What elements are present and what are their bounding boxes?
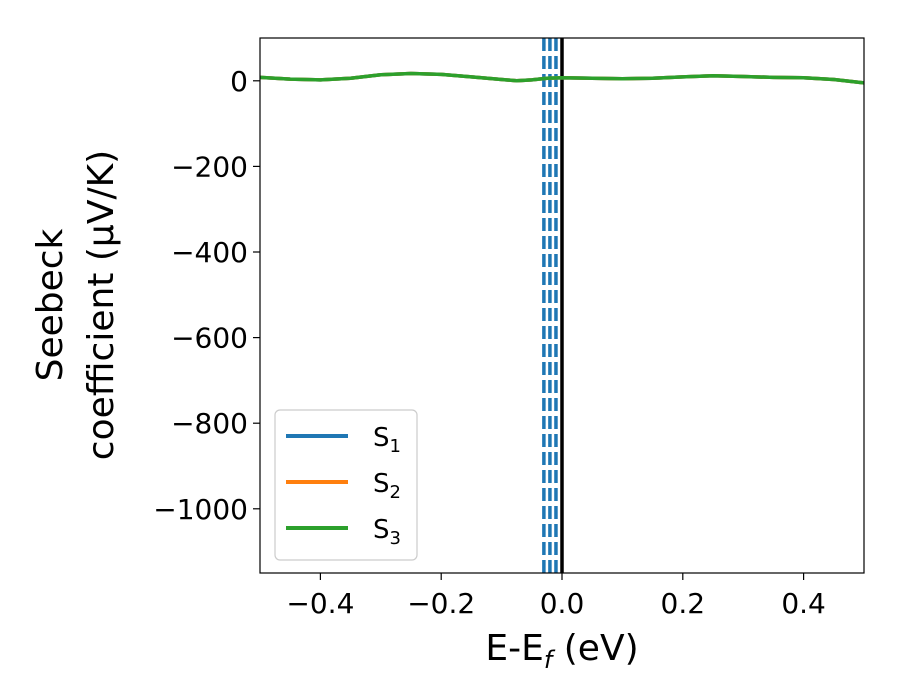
y-tick-label: −200 [171, 150, 248, 183]
legend-frame [274, 409, 418, 561]
y-axis-label-line2: coefficient (μV/K) [81, 150, 122, 460]
y-tick-label: −400 [171, 236, 248, 269]
legend-label-s3: S3 [373, 515, 401, 549]
legend-label-s2: S2 [373, 469, 401, 503]
x-axis-ticks: −0.4 −0.2 0.0 0.2 0.4 [286, 573, 826, 620]
legend: S1 S2 S3 [274, 409, 418, 561]
series-line-s3 [260, 71, 864, 85]
x-axis-label: E-Ef (eV) [485, 628, 638, 674]
y-tick-label: −600 [171, 322, 248, 355]
y-tick-label: 0 [230, 65, 248, 98]
y-axis-label-line1: Seebeck [30, 228, 71, 381]
y-axis-ticks: 0 −200 −400 −600 −800 −1000 [153, 65, 260, 526]
x-tick-label: 0.0 [540, 587, 585, 620]
x-tick-label: 0.4 [781, 587, 826, 620]
y-tick-label: −1000 [153, 493, 248, 526]
legend-label-s1: S1 [373, 423, 401, 457]
plot-area [260, 38, 864, 573]
x-tick-label: 0.2 [661, 587, 706, 620]
y-tick-label: −800 [171, 407, 248, 440]
x-tick-label: −0.4 [286, 587, 354, 620]
x-tick-label: −0.2 [407, 587, 475, 620]
